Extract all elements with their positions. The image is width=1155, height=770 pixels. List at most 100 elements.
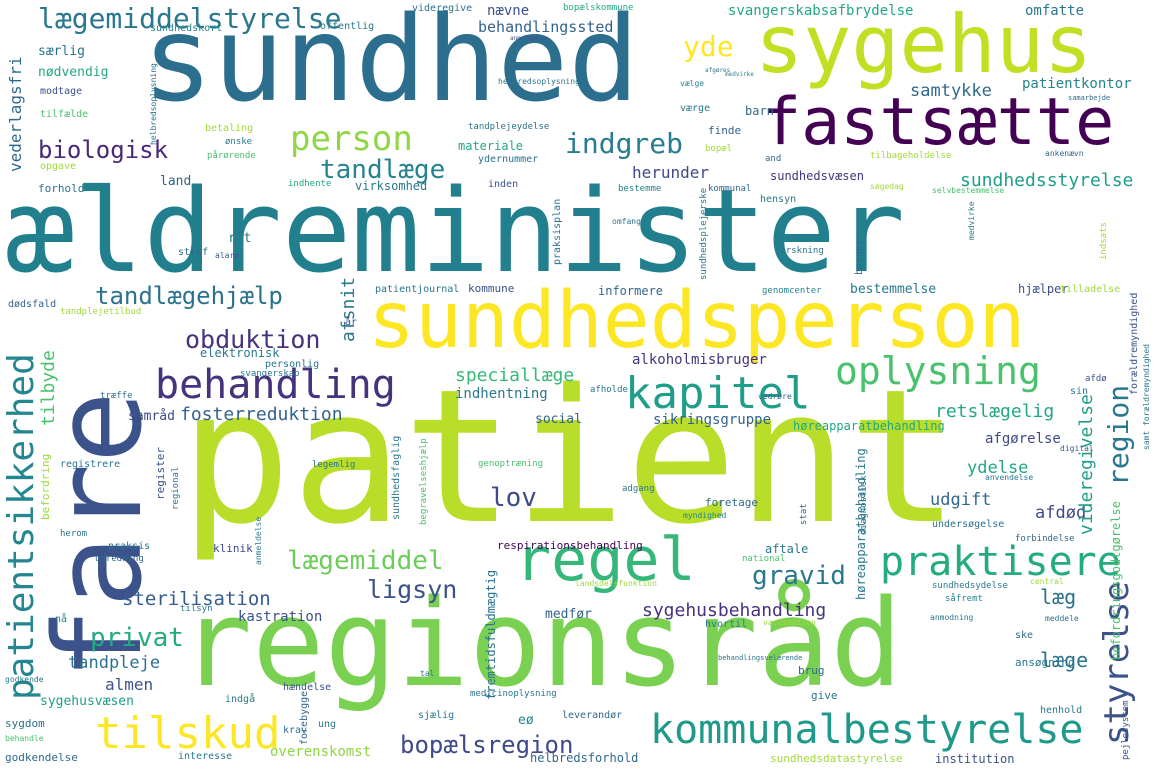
word-afgoerelse: afgørelse (985, 431, 1061, 447)
word-afsnit: afsnit (338, 276, 359, 342)
word-opgave: opgave (40, 161, 77, 172)
word-vaccination: vaccination (763, 618, 816, 627)
word-betaling: betaling (205, 123, 254, 134)
word-paaroerende: pårørende (207, 151, 256, 161)
word-tal: tal (420, 669, 435, 678)
word-yderummer: ydernummer (478, 154, 539, 165)
word-laeg: læg (1040, 585, 1077, 609)
word-krav: krav (283, 725, 308, 736)
word-foraeldremyndighed: forældremyndighed (1129, 292, 1140, 395)
word-undersoegelse: undersøgelse (932, 519, 1005, 530)
word-indsats: indsats (1099, 222, 1109, 260)
word-landsdelsfunktion: landsdelsfunktion (575, 579, 657, 588)
word-forskning: forskning (775, 246, 824, 256)
word-praktisere: praktisere (880, 539, 1121, 585)
word-aftale: aftale (765, 542, 809, 556)
word-ankenaevn: ankenævn (1045, 149, 1084, 158)
word-befordring: befordring (39, 453, 52, 520)
word-selvbestemmelse: selvbestemmelse (932, 186, 1005, 195)
word-hoereapparatbehandling: høreapparatbehandling (793, 419, 945, 433)
word-tandlaege: tandlæge (320, 155, 446, 185)
word-forbindelse: forbindelse (1015, 534, 1075, 544)
word-informere: informere (598, 284, 664, 298)
word-samraad: samråd (128, 409, 175, 424)
word-sundhedskort: sundhedskort (150, 23, 223, 34)
word-vedroere: vedrøre (758, 392, 792, 401)
word-sundhedsvaesen: sundhedsvæsen (770, 169, 864, 183)
word-fremtidsfuldmaegtig: fremtidsfuldmægtig (484, 569, 498, 700)
word-sin: sin (1070, 386, 1089, 397)
word-kommunal: kommunal (708, 184, 752, 194)
word-elektronisk: elektronisk (200, 346, 280, 360)
word-personlig: personlig (265, 359, 320, 370)
word-regel: regel (515, 525, 696, 595)
word-person: person (290, 119, 413, 159)
word-speciallaege: speciallæge (455, 365, 575, 386)
word-give: give (811, 689, 838, 702)
word-ligsyn: ligsyn (367, 575, 458, 604)
word-behandle: behandle (5, 734, 44, 743)
word-naa: nå (55, 614, 68, 625)
word-barn: barn (745, 104, 774, 118)
word-naevne: nævne (487, 3, 530, 19)
word-hjaelper: hjælper (1018, 282, 1069, 296)
word-ske: ske (1015, 630, 1034, 641)
word-regional: regional (171, 466, 181, 510)
word-sikringsgruppe: sikringsgruppe (653, 412, 772, 428)
word-foretage: foretage (705, 496, 758, 509)
word-respirationsbehandling: respirationsbehandling (497, 539, 643, 552)
word-oenske: ønske (225, 137, 253, 147)
word-lov: lov (490, 483, 537, 513)
word-afholde: afholde (590, 385, 628, 395)
word-befordringsgodtgoerelse: befordringsgodtgørelse (1109, 501, 1123, 660)
word-brug: brug (798, 664, 825, 677)
word-traeffe: træffe (100, 391, 133, 401)
word-overenskomst: overenskomst (270, 744, 372, 760)
word-eo: eø (518, 713, 534, 728)
word-vaelge: vælge (680, 79, 705, 88)
word-national: national (742, 554, 786, 564)
word-myndighed: myndighed (683, 511, 727, 520)
word-godkende: godkende (5, 675, 44, 684)
word-indgreb: indgreb (565, 127, 684, 160)
word-hvortil: hvortil (705, 619, 748, 630)
word-heraf: herom (60, 529, 88, 539)
word-klinik: klinik (213, 542, 253, 555)
word-medfoer: medfør (545, 607, 592, 622)
word-samarbejde: samarbejde (1068, 94, 1111, 102)
word-bestemme: bestemme (618, 184, 662, 194)
word-anmeldelse: anmeldelse (510, 35, 547, 42)
word-behandlingsvelaerende: behandlingsvelærende (718, 654, 803, 662)
word-interesse: interesse (178, 751, 233, 762)
word-sterilisation: sterilisation (122, 588, 271, 610)
word-anvendelse: anvendelse (985, 473, 1034, 482)
word-noedvendig: nødvendig (38, 65, 109, 80)
word-alkoholmisbruger: alkoholmisbruger (632, 352, 767, 368)
word-sundhed: sundhed (142, 0, 640, 128)
word-land: land (160, 174, 192, 189)
word-ansoegning: ansøgning (1015, 656, 1075, 669)
word-aeldreminister: ældreminister (5, 165, 906, 299)
word-biologisk: biologisk (38, 136, 169, 164)
word-modtage: modtage (40, 86, 83, 97)
word-praksisplan: praksisplan (552, 198, 563, 265)
word-virksomhed: virksomhed (355, 179, 428, 193)
word-sangedag: søgedag (870, 182, 904, 191)
word-straf: straf (178, 247, 209, 258)
word-offentlig: offentlig (320, 21, 375, 32)
word-vederlagsfri: vederlagsfri (6, 56, 25, 172)
word-regionsraad: regionsråd (180, 575, 903, 714)
word-tilsyn: tilsyn (180, 604, 213, 614)
word-afdoed: afdød (1035, 503, 1087, 523)
word-saafremt: såfremt (945, 594, 983, 604)
word-afgoeres: afgøres (705, 67, 731, 74)
word-tilbageholdelse: tilbageholdelse (870, 151, 952, 161)
word-sundhedsperson: sundhedsperson (368, 276, 1026, 366)
word-medvirke: medvirke (725, 71, 754, 78)
word-tilskud: tilskud (95, 708, 281, 759)
word-fastsaette: fastsætte (762, 85, 1115, 160)
word-gravid: gravid (752, 561, 846, 591)
word-forhold: forhold (38, 182, 85, 195)
word-register: register (154, 447, 167, 500)
